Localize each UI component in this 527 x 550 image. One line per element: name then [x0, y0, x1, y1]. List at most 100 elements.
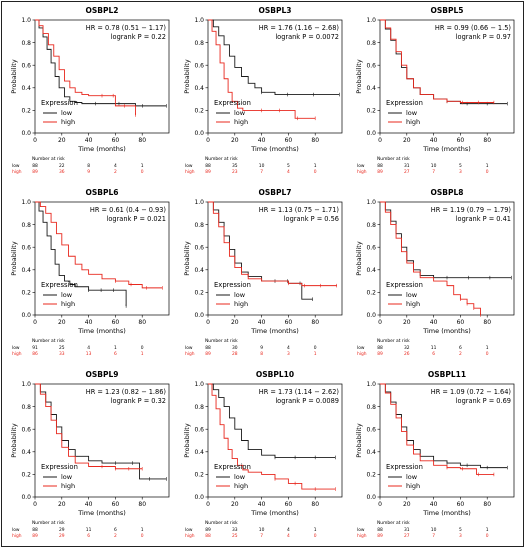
y-tick-label: 0.0 — [21, 494, 31, 501]
x-tick-label: 60 — [285, 501, 293, 508]
y-tick-label: 0.8 — [21, 40, 31, 47]
risk-row-label-high: high — [357, 351, 367, 357]
y-tick-label: 0.2 — [366, 290, 376, 297]
risk-count-high: 0 — [314, 169, 317, 175]
risk-count-low: 25 — [59, 345, 65, 351]
risk-count-low: 5 — [459, 163, 462, 169]
x-tick-label: 80 — [138, 137, 146, 144]
y-tick-label: 0.4 — [21, 449, 31, 456]
risk-row-label-high: high — [185, 533, 195, 539]
y-axis-label: Probability — [355, 241, 363, 276]
risk-count-low: 4 — [287, 527, 290, 533]
risk-row-label-low: low — [185, 527, 193, 533]
y-tick-label: 0.8 — [194, 40, 204, 47]
risk-count-high: 89 — [377, 351, 383, 357]
risk-count-high: 3 — [459, 533, 462, 539]
legend-title: Expression — [41, 99, 78, 107]
x-tick-label: 40 — [430, 319, 438, 326]
hazard-ratio-text: HR = 0.61 (0.4 − 0.93) — [90, 206, 166, 214]
y-tick-label: 0.2 — [194, 290, 204, 297]
risk-count-low: 10 — [431, 527, 437, 533]
x-tick-label: 20 — [403, 137, 411, 144]
risk-count-high: 0 — [314, 533, 317, 539]
y-tick-label: 0.4 — [366, 267, 376, 274]
x-tick-label: 80 — [138, 501, 146, 508]
y-tick-label: 0.8 — [366, 40, 376, 47]
risk-count-low: 88 — [205, 345, 211, 351]
x-tick-label: 60 — [285, 319, 293, 326]
y-tick-label: 0.8 — [21, 404, 31, 411]
x-tick-label: 80 — [483, 137, 491, 144]
risk-count-high: 89 — [377, 169, 383, 175]
x-tick-label: 40 — [85, 137, 93, 144]
y-tick-label: 1.0 — [194, 381, 204, 388]
x-tick-label: 20 — [403, 319, 411, 326]
panel-title: OSBPL3 — [259, 6, 292, 15]
risk-count-low: 11 — [86, 527, 92, 533]
y-tick-label: 0.6 — [366, 62, 376, 69]
y-tick-label: 0.6 — [366, 426, 376, 433]
km-curve-high — [35, 383, 143, 470]
risk-row-label-low: low — [12, 527, 20, 533]
y-tick-label: 0.4 — [194, 267, 204, 274]
y-tick-label: 0.6 — [21, 426, 31, 433]
legend-title: Expression — [386, 463, 423, 471]
risk-count-high: 89 — [32, 169, 38, 175]
y-tick-label: 0.8 — [21, 222, 31, 229]
x-axis-label: Time (months) — [250, 327, 299, 335]
y-axis-label: Probability — [355, 59, 363, 94]
logrank-p-text: logrank P = 0.97 — [456, 33, 511, 41]
risk-count-low: 6 — [114, 527, 117, 533]
risk-count-high: 7 — [432, 169, 435, 175]
risk-row-label-high: high — [357, 533, 367, 539]
panel-title: OSBPL6 — [86, 188, 119, 197]
risk-count-low: 1 — [486, 345, 489, 351]
risk-table-title: Number at risk — [205, 338, 238, 344]
legend-title: Expression — [41, 463, 78, 471]
risk-count-low: 11 — [431, 345, 437, 351]
x-tick-label: 20 — [231, 501, 239, 508]
legend-label-low: low — [234, 473, 246, 481]
risk-table-title: Number at risk — [32, 520, 65, 526]
legend-label-low: low — [234, 291, 246, 299]
x-tick-label: 40 — [85, 501, 93, 508]
risk-table-title: Number at risk — [377, 338, 410, 344]
risk-count-low: 30 — [232, 345, 238, 351]
risk-count-low: 88 — [377, 163, 383, 169]
legend-label-high: high — [234, 118, 248, 126]
km-curve-high — [380, 201, 481, 315]
y-tick-label: 0.0 — [366, 130, 376, 137]
km-curve-low — [35, 19, 167, 107]
x-axis-label: Time (months) — [422, 509, 471, 517]
y-tick-label: 1.0 — [21, 17, 31, 24]
risk-count-low: 32 — [404, 345, 410, 351]
risk-count-high: 0 — [141, 533, 144, 539]
logrank-p-text: logrank P = 0.41 — [456, 215, 511, 223]
km-panel-osbpl5: OSBPL5 0.0 0.2 0.4 0.6 0.8 1.0 0 20 40 60 80 Time (m… — [355, 6, 515, 175]
logrank-p-text: logrank P = 0.0072 — [275, 33, 339, 41]
risk-count-high: 88 — [205, 533, 211, 539]
risk-count-low: 9 — [260, 345, 263, 351]
risk-count-low: 1 — [141, 527, 144, 533]
risk-count-high: 4 — [287, 169, 290, 175]
risk-count-low: 88 — [205, 163, 211, 169]
legend-label-high: high — [61, 300, 75, 308]
x-tick-label: 40 — [258, 319, 266, 326]
risk-row-label-low: low — [12, 163, 20, 169]
logrank-p-text: logrank P = 0.69 — [456, 397, 511, 405]
x-tick-label: 40 — [258, 137, 266, 144]
risk-count-low: 6 — [459, 345, 462, 351]
x-tick-label: 0 — [378, 501, 382, 508]
plot-frame — [379, 19, 515, 134]
panel-title: OSBPL10 — [256, 370, 294, 379]
y-tick-label: 0.2 — [366, 472, 376, 479]
x-axis-label: Time (months) — [250, 145, 299, 153]
x-tick-label: 80 — [483, 319, 491, 326]
risk-count-high: 1 — [141, 351, 144, 357]
risk-count-high: 13 — [86, 351, 92, 357]
risk-count-low: 89 — [205, 527, 211, 533]
risk-count-low: 29 — [59, 527, 65, 533]
